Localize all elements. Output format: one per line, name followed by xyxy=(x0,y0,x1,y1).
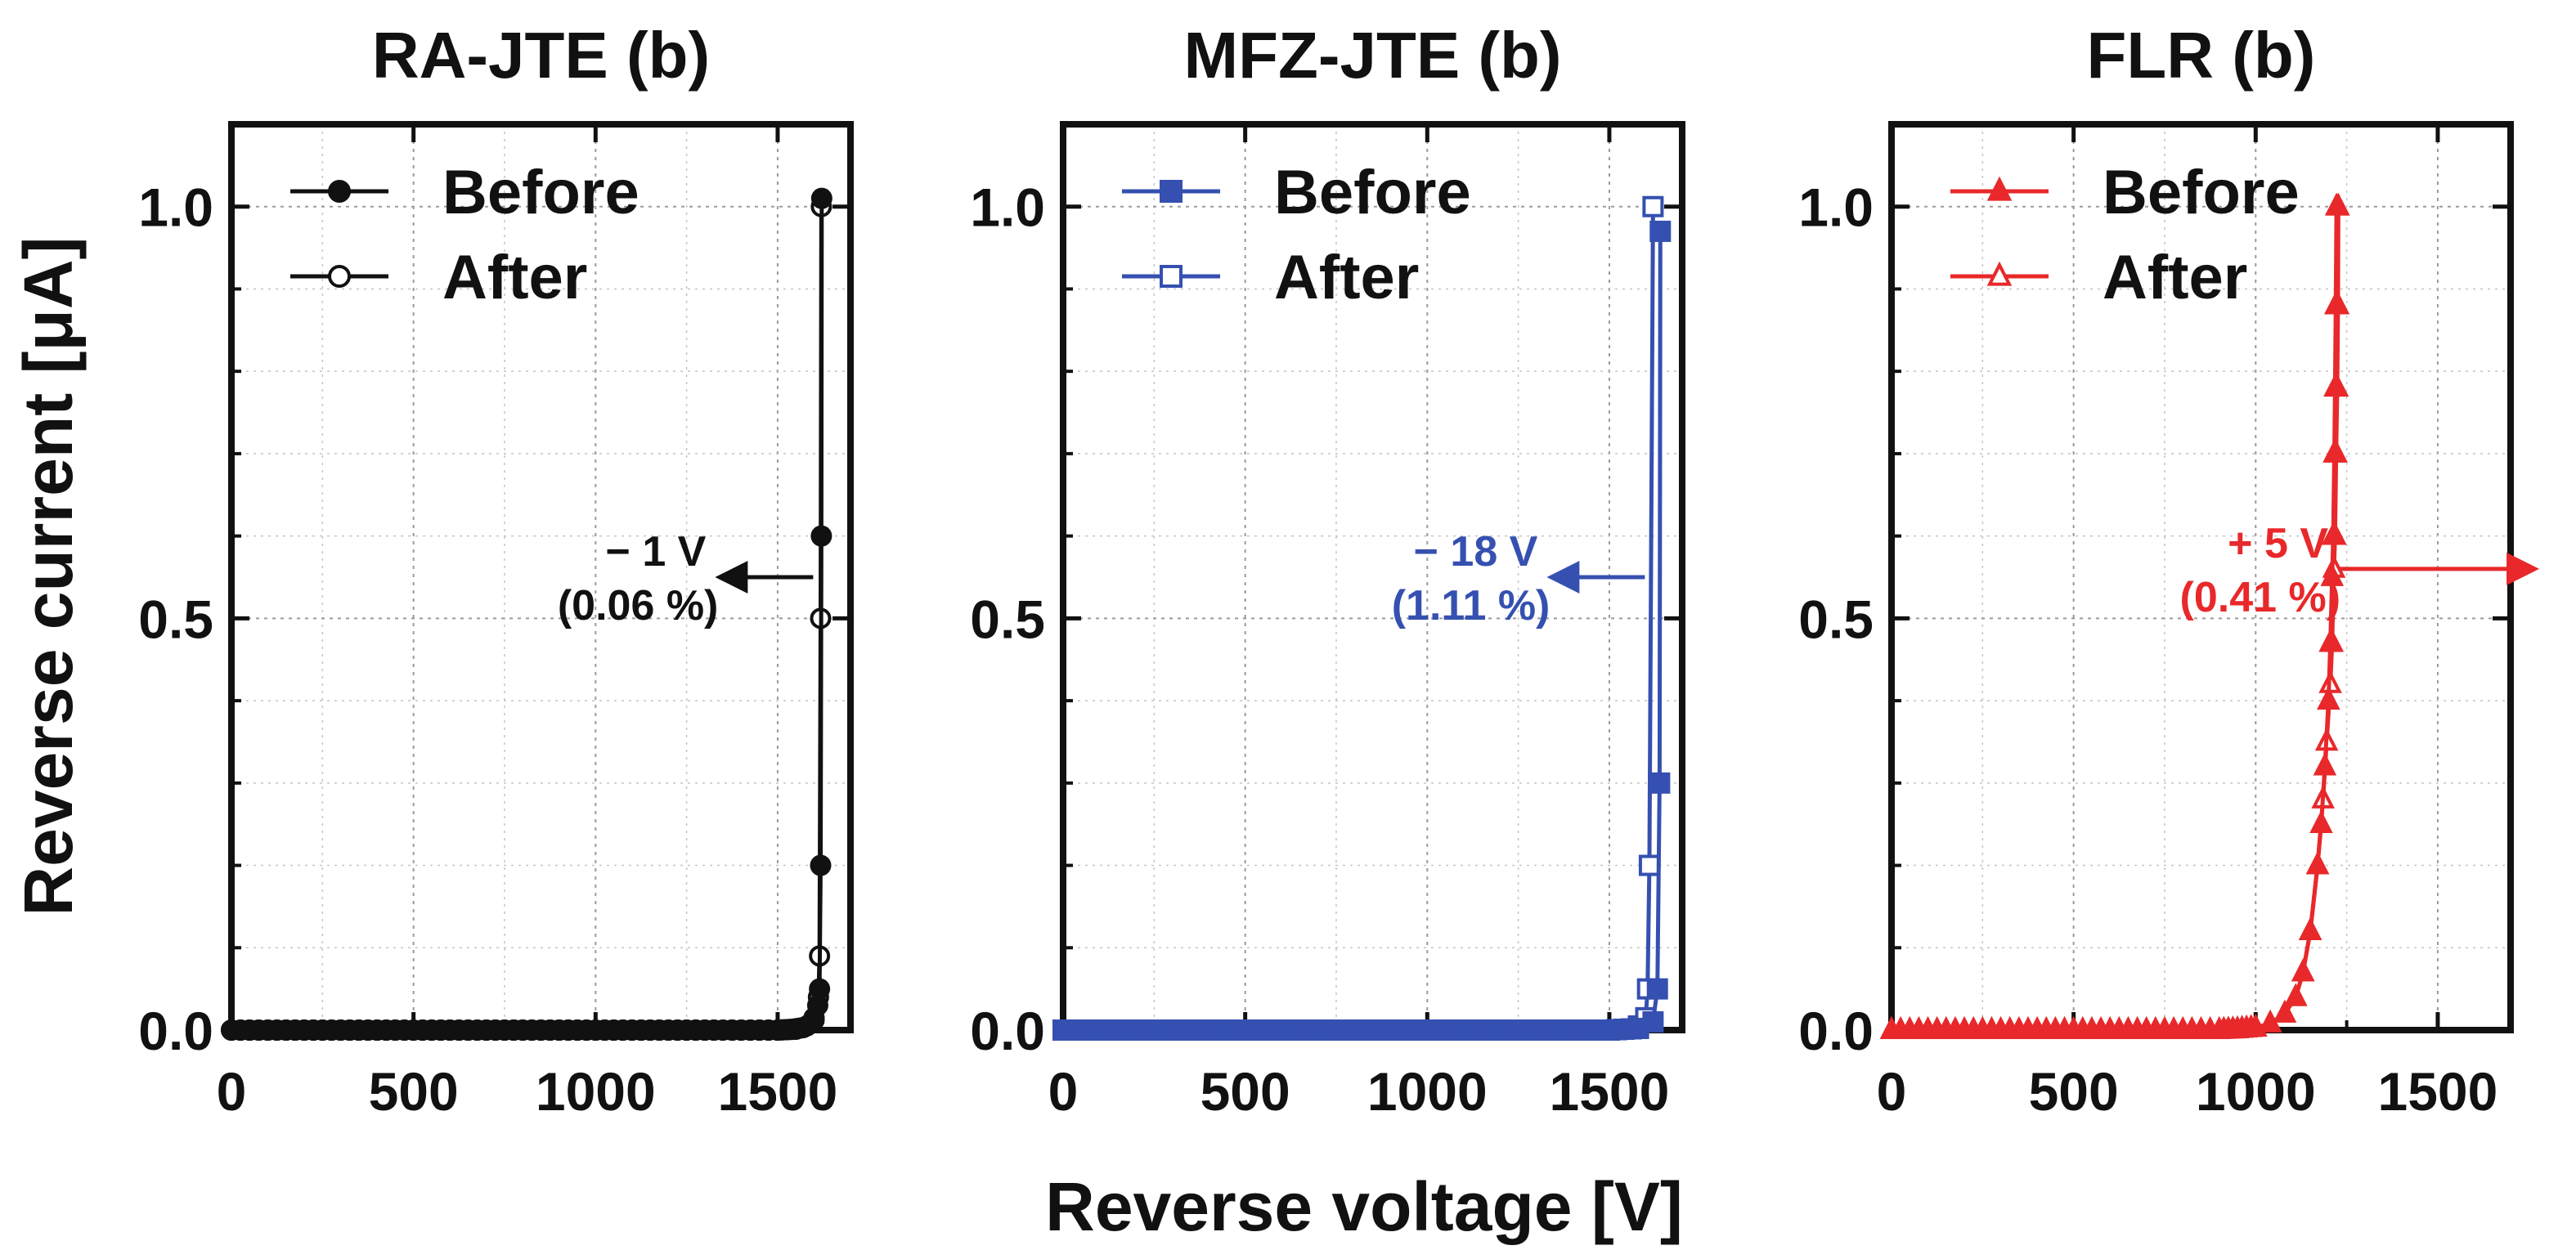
x-tick-label: 1000 xyxy=(1367,1061,1488,1122)
legend-entry-label: Before xyxy=(442,158,640,227)
annotation-text-delta: + 5 V xyxy=(2228,520,2328,567)
data-point xyxy=(1642,195,1664,217)
y-tick-label: 0.5 xyxy=(138,589,213,649)
x-axis-label: Reverse voltage [V] xyxy=(1045,1168,1683,1245)
legend-marker xyxy=(1986,176,2013,201)
data-point xyxy=(1649,220,1672,242)
panel-title: MFZ-JTE (b) xyxy=(1183,19,1561,92)
x-tick-label: 1000 xyxy=(536,1061,656,1122)
data-point xyxy=(2324,192,2349,216)
y-tick-label: 1.0 xyxy=(138,177,213,238)
y-tick-label: 1.0 xyxy=(970,177,1045,238)
data-point xyxy=(2291,958,2315,982)
annotation: − 1 V (0.06 %) xyxy=(558,528,814,629)
data-point xyxy=(2305,851,2330,875)
x-tick-label: 1500 xyxy=(718,1061,838,1122)
legend-entry-label: Before xyxy=(2103,158,2300,227)
x-tick-label: 1500 xyxy=(1550,1061,1670,1122)
legend-marker xyxy=(1160,180,1183,203)
legend: Before After xyxy=(290,158,640,312)
x-tick-label: 0 xyxy=(1877,1061,1907,1122)
x-tick-label: 500 xyxy=(1200,1061,1290,1122)
data-point xyxy=(2284,983,2308,1006)
series-before xyxy=(221,187,832,1041)
chart-panel-1: RA-JTE (b) 0 500 1000 1500 0.0 0.5 1.0 Before Aft… xyxy=(138,19,854,1122)
data-point xyxy=(810,187,832,209)
series-before xyxy=(1052,220,1672,1041)
legend-marker xyxy=(1160,265,1183,288)
annotation: + 5 V (0.41 %) xyxy=(2180,520,2540,621)
legend: Before After xyxy=(1950,158,2300,312)
data-point xyxy=(2313,752,2337,776)
legend-entry-label: Before xyxy=(1274,158,1471,227)
y-tick-label: 0.0 xyxy=(1798,1001,1874,1061)
data-point xyxy=(2322,439,2346,463)
data-point xyxy=(2309,810,2333,834)
annotation-arrowhead xyxy=(2506,552,2540,585)
annotation-text-percent: (1.11 %) xyxy=(1392,582,1551,629)
data-point xyxy=(810,854,832,876)
series-line xyxy=(231,198,824,1033)
data-point xyxy=(809,978,831,1000)
panel-title: FLR (b) xyxy=(2087,19,2316,92)
x-tick-label: 500 xyxy=(369,1061,459,1122)
legend: Before After xyxy=(1122,158,1471,312)
annotation-text-delta: − 18 V xyxy=(1414,528,1538,576)
legend-entry-label: After xyxy=(1274,243,1419,312)
y-tick-label: 0.0 xyxy=(970,1001,1045,1061)
x-tick-label: 0 xyxy=(1048,1061,1079,1122)
data-point xyxy=(2318,629,2342,652)
data-point xyxy=(2317,687,2340,710)
data-point xyxy=(2320,562,2345,586)
legend-entry-label: After xyxy=(2103,243,2247,312)
data-point xyxy=(1646,978,1668,1000)
y-axis-label: Reverse current [μA] xyxy=(10,236,87,916)
data-point xyxy=(2298,917,2322,940)
data-point xyxy=(1642,1010,1664,1033)
legend-marker xyxy=(1986,261,2013,286)
legend-entry-label: After xyxy=(442,243,587,312)
x-tick-label: 0 xyxy=(217,1061,247,1122)
data-point xyxy=(1638,854,1660,876)
data-point xyxy=(2323,374,2347,397)
annotation-text-delta: − 1 V xyxy=(606,528,707,576)
chart-panel-2: MFZ-JTE (b) 0 500 1000 1500 0.0 0.5 1.0 Before Af… xyxy=(970,19,1685,1122)
x-tick-label: 1500 xyxy=(2378,1061,2498,1122)
series-line xyxy=(1063,231,1663,1033)
chart-panel-3: FLR (b) 0 500 1000 1500 0.0 0.5 1.0 Before After +… xyxy=(1798,19,2540,1122)
x-tick-label: 500 xyxy=(2029,1061,2119,1122)
panel-title: RA-JTE (b) xyxy=(372,19,710,92)
data-point xyxy=(2273,999,2297,1023)
y-tick-label: 1.0 xyxy=(1798,177,1874,238)
annotation-text-percent: (0.41 %) xyxy=(2180,574,2341,621)
data-point xyxy=(2321,522,2345,545)
chart-panels: RA-JTE (b) 0 500 1000 1500 0.0 0.5 1.0 Before Aft… xyxy=(138,19,2540,1122)
y-tick-label: 0.5 xyxy=(1798,589,1874,649)
y-tick-label: 0.0 xyxy=(138,1001,213,1061)
annotation-arrowhead xyxy=(1546,561,1580,594)
data-point xyxy=(2323,291,2348,315)
data-point xyxy=(810,525,832,547)
data-point xyxy=(1649,772,1671,794)
legend-marker xyxy=(328,265,351,288)
annotation-text-percent: (0.06 %) xyxy=(558,582,719,629)
y-tick-label: 0.5 xyxy=(970,589,1045,649)
legend-marker xyxy=(328,180,351,203)
x-tick-label: 1000 xyxy=(2196,1061,2316,1122)
annotation: − 18 V (1.11 %) xyxy=(1392,528,1645,629)
series-before xyxy=(1879,192,2349,1039)
annotation-arrowhead xyxy=(715,561,748,594)
